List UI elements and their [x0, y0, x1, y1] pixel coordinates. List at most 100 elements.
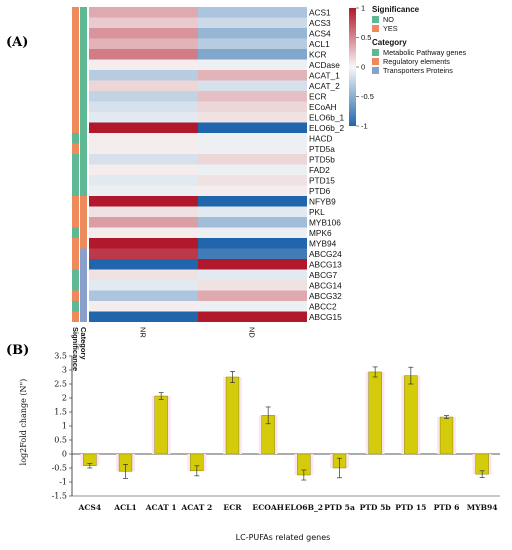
color-scale-tick-label: 1: [361, 4, 365, 13]
panel-a-label: (A): [6, 35, 28, 50]
heatmap-cell: [89, 143, 198, 154]
significance-cell: [72, 49, 79, 60]
heatmap-cell: [89, 38, 198, 49]
x-category-label: ECR: [223, 503, 242, 512]
legend-significance-no: NO: [383, 15, 394, 24]
bar-chart-xlabel: LC-PUFAs related genes: [236, 533, 331, 542]
significance-cell: [72, 143, 79, 154]
legend-swatch-yes: [372, 25, 379, 32]
category-cell: [80, 28, 87, 39]
x-category-label: ELO6B_2: [285, 503, 324, 512]
heatmap-cell: [89, 7, 198, 18]
heatmap-cell: [198, 91, 307, 102]
bar-group: ACAT 1: [145, 392, 177, 512]
heatmap-cell: [198, 154, 307, 165]
significance-cell: [72, 101, 79, 112]
heatmap-cell: [198, 164, 307, 175]
category-cell: [80, 17, 87, 28]
category-cell: [80, 269, 87, 280]
heatmap-cell: [198, 259, 307, 270]
significance-cell: [72, 290, 79, 301]
heatmap: ACS1ACS3ACS4ACL1KCRACDaseACAT_1ACAT_2ECR…: [71, 7, 344, 371]
significance-cell: [72, 280, 79, 291]
category-cell: [80, 301, 87, 312]
panel-b-label: (B): [6, 343, 29, 358]
x-category-label: ACAT 1: [145, 503, 177, 512]
gene-label: ELO6b_2: [309, 123, 344, 133]
significance-cell: [72, 269, 79, 280]
x-category-label: ACAT 2: [180, 503, 212, 512]
color-scale-tick-label: 0.5: [361, 33, 371, 42]
heatmap-row: PKL: [72, 206, 325, 217]
significance-cell: [72, 112, 79, 123]
heatmap-row: FAD2: [72, 164, 330, 175]
bar-group: ACS4: [77, 453, 101, 512]
category-cell: [80, 70, 87, 81]
heatmap-cell: [198, 59, 307, 70]
legend-category-regulatory: Regulatory elements: [383, 57, 450, 66]
y-tick-label: 3: [62, 366, 67, 375]
category-cell: [80, 164, 87, 175]
gene-label: ACS3: [309, 18, 331, 28]
significance-cell: [72, 122, 79, 133]
gene-label: ACL1: [309, 39, 330, 49]
heatmap-row: PTD5a: [72, 143, 335, 154]
category-cell: [80, 112, 87, 123]
significance-cell: [72, 7, 79, 18]
category-cell: [80, 238, 87, 249]
y-tick-label: -0.5: [52, 464, 67, 473]
significance-cell: [72, 206, 79, 217]
heatmap-row: NFYB9: [72, 196, 336, 207]
bar-group: ECOAH: [252, 406, 284, 512]
legend-category-transporters: Transporters Proteins: [383, 66, 453, 75]
bar-group: PTD 5b: [360, 366, 391, 512]
category-cell: [80, 280, 87, 291]
heatmap-cell: [198, 185, 307, 196]
heatmap-cell: [198, 38, 307, 49]
x-category-label: ACL1: [113, 503, 137, 512]
heatmap-cell: [198, 217, 307, 228]
heatmap-row: ABCG15: [72, 311, 342, 322]
significance-cell: [72, 38, 79, 49]
category-cell: [80, 80, 87, 91]
heatmap-row: ECR: [72, 91, 327, 102]
gene-label: PTD6: [309, 186, 331, 196]
category-cell: [80, 206, 87, 217]
heatmap-row: MYB106: [72, 217, 341, 228]
heatmap-cell: [89, 290, 198, 301]
legend-swatch-no: [372, 16, 379, 23]
y-tick-label: 0.5: [54, 436, 67, 445]
heatmap-cell: [89, 269, 198, 280]
gene-label: ABCG32: [309, 291, 342, 301]
category-cell: [80, 38, 87, 49]
significance-cell: [72, 238, 79, 249]
heatmap-cell: [198, 49, 307, 60]
gene-label: ELO6b_1: [309, 112, 344, 122]
category-cell: [80, 143, 87, 154]
gene-label: ABCG15: [309, 312, 342, 322]
heatmap-cell: [198, 112, 307, 123]
heatmap-cell: [198, 280, 307, 291]
x-category-label: MYB94: [467, 503, 498, 512]
bar: [368, 371, 382, 455]
heatmap-cell: [89, 91, 198, 102]
gene-label: ACAT_1: [309, 70, 340, 80]
heatmap-cell: [89, 196, 198, 207]
gene-label: ABCG13: [309, 259, 342, 269]
gene-label: PTD5a: [309, 144, 335, 154]
gene-label: ABCG14: [309, 280, 342, 290]
category-cell: [80, 154, 87, 165]
heatmap-row: PTD15: [72, 175, 335, 186]
heatmap-cell: [89, 280, 198, 291]
legend-category-metabolic: Metabolic Pathway genes: [383, 48, 467, 57]
heatmap-cell: [198, 301, 307, 312]
category-cell: [80, 7, 87, 18]
heatmap-cell: [89, 154, 198, 165]
heatmap-row: HACD: [72, 133, 333, 144]
significance-cell: [72, 80, 79, 91]
heatmap-row: ABCG14: [72, 280, 342, 291]
heatmap-cell: [198, 17, 307, 28]
category-cell: [80, 133, 87, 144]
significance-cell: [72, 196, 79, 207]
